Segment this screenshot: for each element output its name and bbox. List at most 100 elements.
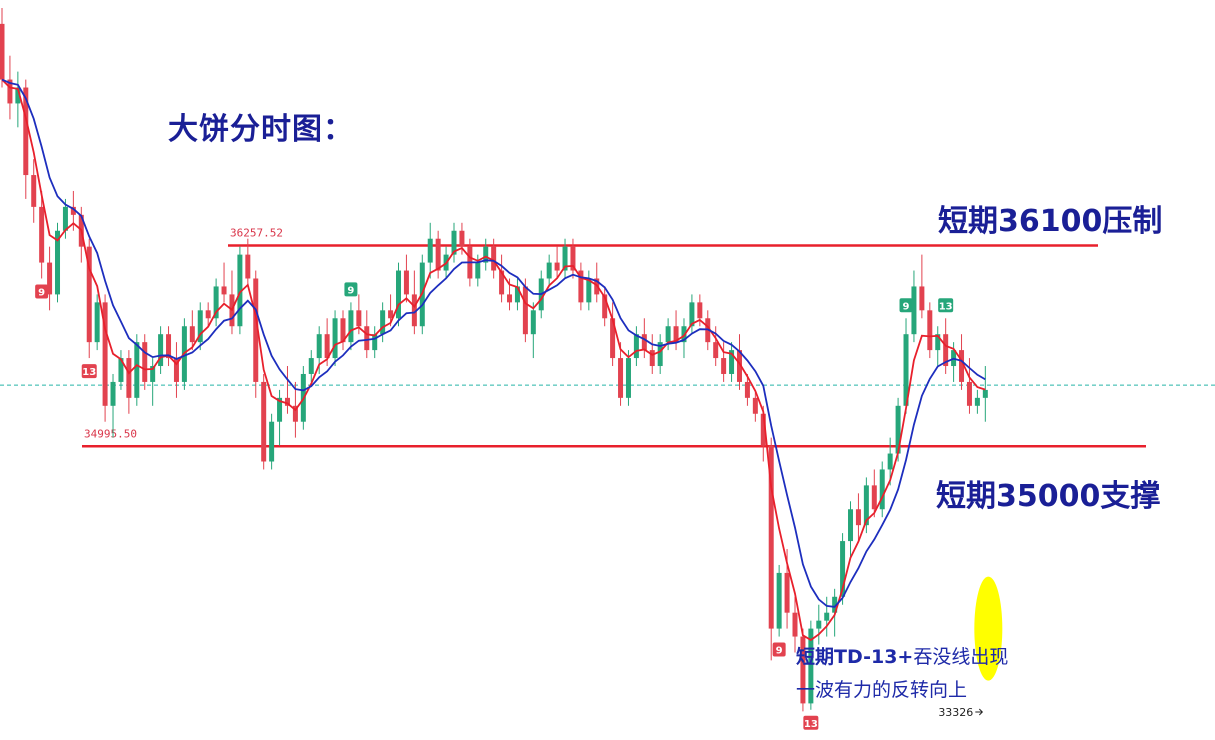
candle <box>245 238 251 287</box>
td-marker-label: 13 <box>82 367 96 378</box>
candle <box>189 310 195 351</box>
candle <box>158 326 164 374</box>
candle <box>221 262 227 303</box>
candle <box>935 326 941 367</box>
candle <box>927 302 933 359</box>
candle-body <box>800 636 806 704</box>
candle-body <box>657 342 663 367</box>
candle-body <box>514 286 520 303</box>
candle-body <box>7 79 13 104</box>
candle-body <box>126 358 132 398</box>
candle-body <box>70 206 76 215</box>
candle <box>150 358 156 406</box>
candle-body <box>110 381 116 406</box>
candle <box>633 326 639 367</box>
candle-body <box>221 286 227 295</box>
candle <box>848 501 854 557</box>
candle-body <box>205 310 211 319</box>
candle-body <box>380 310 386 335</box>
candle <box>863 477 869 534</box>
resistance-note: 短期36100压制 <box>938 204 1163 239</box>
candle <box>903 318 909 414</box>
candle-body <box>411 294 417 327</box>
candle <box>657 334 663 374</box>
candle-body <box>863 485 869 526</box>
candle <box>546 254 552 287</box>
candle-body <box>340 318 346 343</box>
td-marker: 13 <box>81 364 97 379</box>
candle-body <box>15 87 21 104</box>
candle <box>530 302 536 359</box>
candle-body <box>570 246 576 271</box>
candle-body <box>546 262 552 279</box>
candle-body <box>935 334 941 351</box>
candle-body <box>974 397 980 406</box>
candle-body <box>530 310 536 335</box>
candle <box>570 238 576 279</box>
moving-averages <box>1 78 986 642</box>
candle <box>768 437 774 661</box>
candle <box>522 278 528 343</box>
candle-body <box>308 358 314 374</box>
td-marker-badge <box>803 715 819 730</box>
candle-body <box>102 302 108 406</box>
candle <box>840 533 846 605</box>
price-levels: 36257.52 34995.50 <box>0 226 1215 681</box>
candle <box>197 302 203 351</box>
candle-body <box>403 270 409 295</box>
candle <box>721 342 727 382</box>
candle <box>919 254 925 319</box>
candle-body <box>491 246 497 271</box>
candle-body <box>554 262 560 271</box>
candle <box>824 596 830 637</box>
candle <box>641 318 647 359</box>
candle-body <box>39 206 45 263</box>
candle <box>491 238 497 279</box>
reversal-highlight <box>974 576 1003 681</box>
candle <box>126 350 132 414</box>
candle <box>166 326 172 367</box>
candle-body <box>943 334 949 367</box>
candle-body <box>388 310 394 319</box>
candle-body <box>522 286 528 335</box>
chart-title: 大饼分时图： <box>168 112 354 147</box>
candle-body <box>213 286 219 319</box>
candle-body <box>118 358 124 382</box>
low-price-arrow <box>975 708 984 716</box>
candle-body <box>324 334 330 359</box>
candle-body <box>483 246 489 263</box>
candle <box>673 310 679 351</box>
candle-body <box>959 350 965 382</box>
td-marker: 13 <box>803 715 819 730</box>
candle-body <box>744 381 750 398</box>
candle-body <box>356 310 362 327</box>
resistance-price-label: 36257.52 <box>230 226 283 239</box>
candle <box>729 342 735 382</box>
candle <box>435 230 441 279</box>
candle-body <box>610 318 616 359</box>
td-marker: 9 <box>35 284 49 299</box>
candle <box>744 373 750 406</box>
candle <box>411 270 417 335</box>
candle-body <box>808 628 814 704</box>
support-note: 短期35000支撑 <box>936 479 1161 514</box>
candle <box>578 262 584 311</box>
candle-body <box>364 326 370 351</box>
candle <box>974 389 980 414</box>
candle-body <box>713 342 719 359</box>
candle <box>451 222 457 263</box>
candle-body <box>919 286 925 311</box>
candle-body <box>768 445 774 629</box>
candle-body <box>840 541 846 597</box>
candle <box>879 461 885 518</box>
candle-body <box>245 254 251 279</box>
candle <box>348 302 354 351</box>
candle-body <box>459 230 465 247</box>
candle <box>625 350 631 406</box>
candle-body <box>824 612 830 621</box>
candle-body <box>649 350 655 367</box>
candle-body <box>855 509 861 526</box>
candle-body <box>618 358 624 398</box>
candle <box>855 493 861 542</box>
candle-body <box>586 278 592 303</box>
